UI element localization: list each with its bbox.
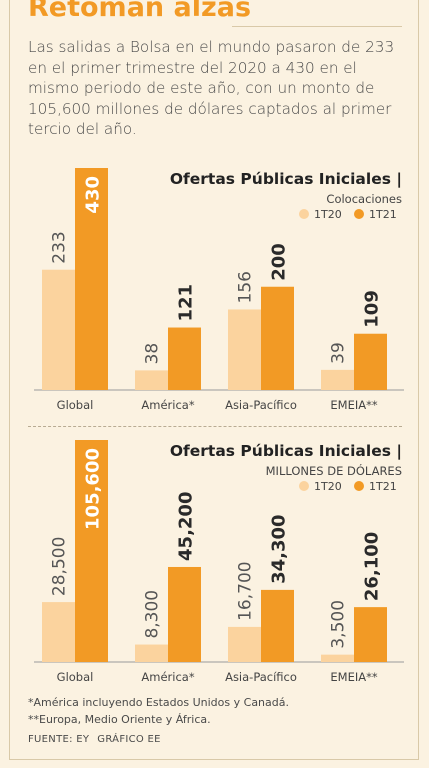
bar-1t21-3	[354, 607, 387, 662]
value-label-1t21-3: 26,100	[362, 532, 383, 601]
page-title: Retoman alzas	[28, 0, 252, 23]
value-label-1t20-3: 3,500	[329, 600, 349, 649]
category-label-3: EMEIA**	[330, 398, 377, 412]
value-label-1t20-2: 156	[236, 271, 256, 303]
bar-1t21-3	[354, 333, 387, 390]
bar-1t21-2	[261, 286, 294, 390]
bar-1t21-0	[75, 440, 108, 662]
bar-1t20-2	[228, 309, 261, 390]
bar-1t20-2	[228, 626, 261, 662]
chart-subtitle: MILLONES DE DÓLARES	[266, 463, 402, 478]
chart-title: Ofertas Públicas Iniciales |	[170, 442, 402, 461]
legend-1t20-swatch	[299, 481, 309, 491]
legend-1t21-label: 1T21	[369, 480, 397, 493]
value-label-1t20-0: 233	[50, 231, 70, 263]
value-label-1t20-1: 38	[143, 343, 163, 365]
ipo-count-chart: Ofertas Públicas Iniciales | Colocaciones…	[14, 160, 416, 422]
source-label: FUENTE: EY	[28, 734, 90, 745]
bar-1t20-1	[135, 370, 168, 390]
bar-1t20-3	[321, 369, 354, 390]
bar-1t21-2	[261, 589, 294, 662]
category-label-3: EMEIA**	[330, 670, 377, 684]
category-label-0: Global	[57, 398, 94, 412]
chart-separator	[28, 426, 402, 427]
footnote-emeia: **Europa, Medio Oriente y África.	[28, 713, 211, 726]
legend-1t21-swatch	[354, 209, 364, 219]
legend-1t20-swatch	[299, 209, 309, 219]
category-label-2: Asia-Pacífico	[225, 398, 297, 412]
value-label-1t21-2: 200	[269, 243, 290, 281]
bar-1t21-1	[168, 327, 201, 390]
value-label-1t21-1: 45,200	[176, 492, 197, 561]
bar-1t20-1	[135, 644, 168, 662]
value-label-1t20-3: 39	[329, 342, 349, 364]
category-label-1: América*	[141, 670, 194, 684]
source-line: FUENTE: EY GRÁFICO EE	[28, 734, 169, 745]
graphic-credit: GRÁFICO EE	[97, 734, 161, 745]
title-rule	[232, 26, 402, 27]
value-label-1t21-0: 105,600	[83, 448, 104, 530]
legend-1t21-label: 1T21	[369, 208, 397, 221]
value-label-1t21-2: 34,300	[269, 514, 290, 583]
legend-1t20-label: 1T20	[314, 480, 342, 493]
footnote-america: *América incluyendo Estados Unidos y Can…	[28, 696, 289, 709]
category-label-1: América*	[141, 398, 194, 412]
ipo-amount-chart: Ofertas Públicas Iniciales | MILLONES DE …	[14, 432, 416, 694]
value-label-1t20-1: 8,300	[143, 590, 163, 639]
chart-title: Ofertas Públicas Iniciales |	[170, 170, 402, 189]
category-label-0: Global	[57, 670, 94, 684]
value-label-1t20-0: 28,500	[50, 537, 70, 596]
chart-svg: Ofertas Públicas Iniciales | MILLONES DE …	[34, 440, 404, 684]
legend-1t20-label: 1T20	[314, 208, 342, 221]
category-label-2: Asia-Pacífico	[225, 670, 297, 684]
chart-subtitle: Colocaciones	[326, 192, 402, 206]
bar-1t21-0	[75, 168, 108, 390]
bar-1t20-0	[42, 602, 75, 662]
chart-svg: Ofertas Públicas Iniciales | Colocaciones…	[34, 168, 404, 412]
legend-1t21-swatch	[354, 481, 364, 491]
value-label-1t20-2: 16,700	[236, 561, 256, 620]
value-label-1t21-1: 121	[176, 284, 197, 322]
description-text: Las salidas a Bolsa en el mundo pasaron …	[28, 38, 395, 138]
bar-1t20-3	[321, 654, 354, 662]
value-label-1t21-0: 430	[83, 176, 104, 214]
bar-1t20-0	[42, 269, 75, 390]
infographic-frame	[9, 0, 419, 760]
value-label-1t21-3: 109	[362, 290, 383, 328]
bar-1t21-1	[168, 566, 201, 662]
